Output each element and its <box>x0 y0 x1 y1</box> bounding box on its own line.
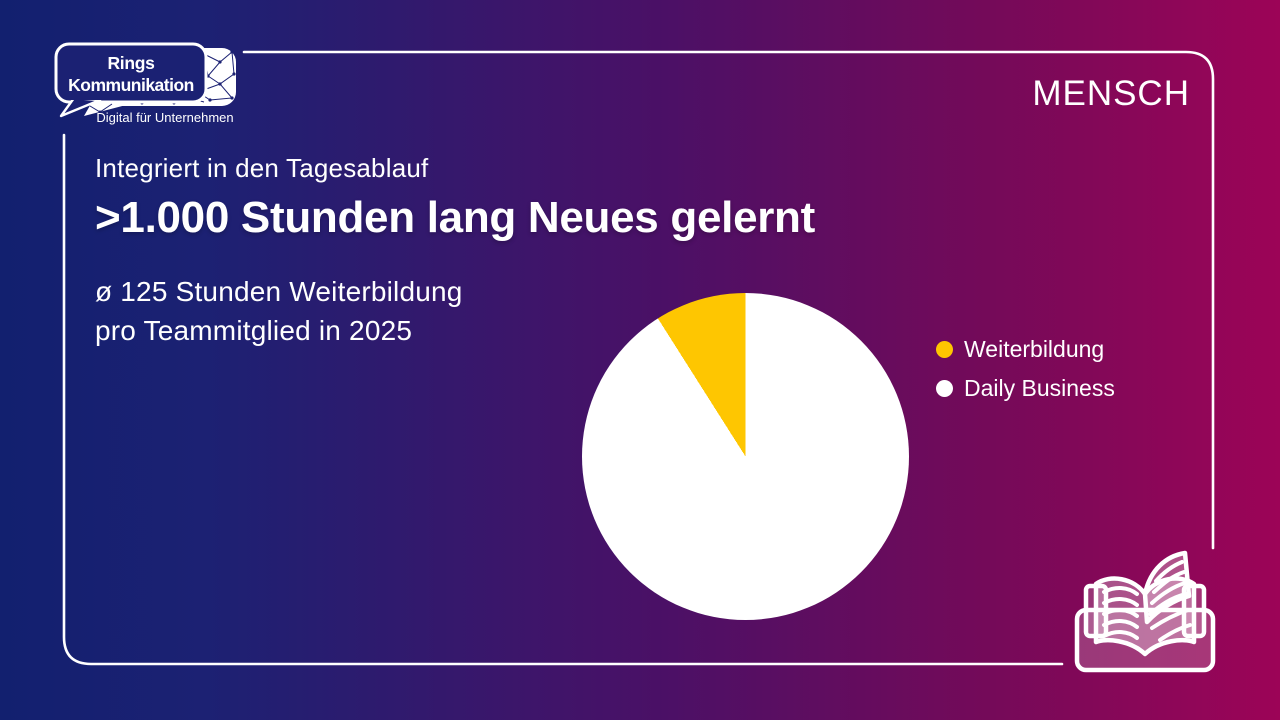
logo: Rings Kommunikation Digital für Unterneh… <box>54 42 236 125</box>
logo-tagline: Digital für Unternehmen <box>96 110 233 125</box>
headline: >1.000 Stunden lang Neues gelernt <box>95 193 815 242</box>
kicker-text: Integriert in den Tagesablauf <box>95 153 429 183</box>
legend-dot-white-icon <box>936 380 953 397</box>
subline: ø 125 Stunden Weiterbildung pro Teammitg… <box>95 272 463 350</box>
legend-label: Daily Business <box>964 375 1115 401</box>
legend-label: Weiterbildung <box>964 336 1105 362</box>
section-label: MENSCH <box>1032 74 1190 113</box>
logo-line1: Rings <box>107 53 155 73</box>
chart-legend: Weiterbildung Daily Business <box>936 336 1115 402</box>
legend-dot-yellow-icon <box>936 341 953 358</box>
legend-item-weiterbildung: Weiterbildung <box>936 336 1115 363</box>
book-icon <box>1074 550 1216 673</box>
logo-speech-bubble <box>54 42 208 118</box>
pie-chart <box>582 293 909 620</box>
subline-line1: ø 125 Stunden Weiterbildung <box>95 276 463 307</box>
subline-line2: pro Teammitglied in 2025 <box>95 315 413 346</box>
logo-line2: Kommunikation <box>68 75 194 95</box>
legend-item-daily-business: Daily Business <box>936 375 1115 402</box>
